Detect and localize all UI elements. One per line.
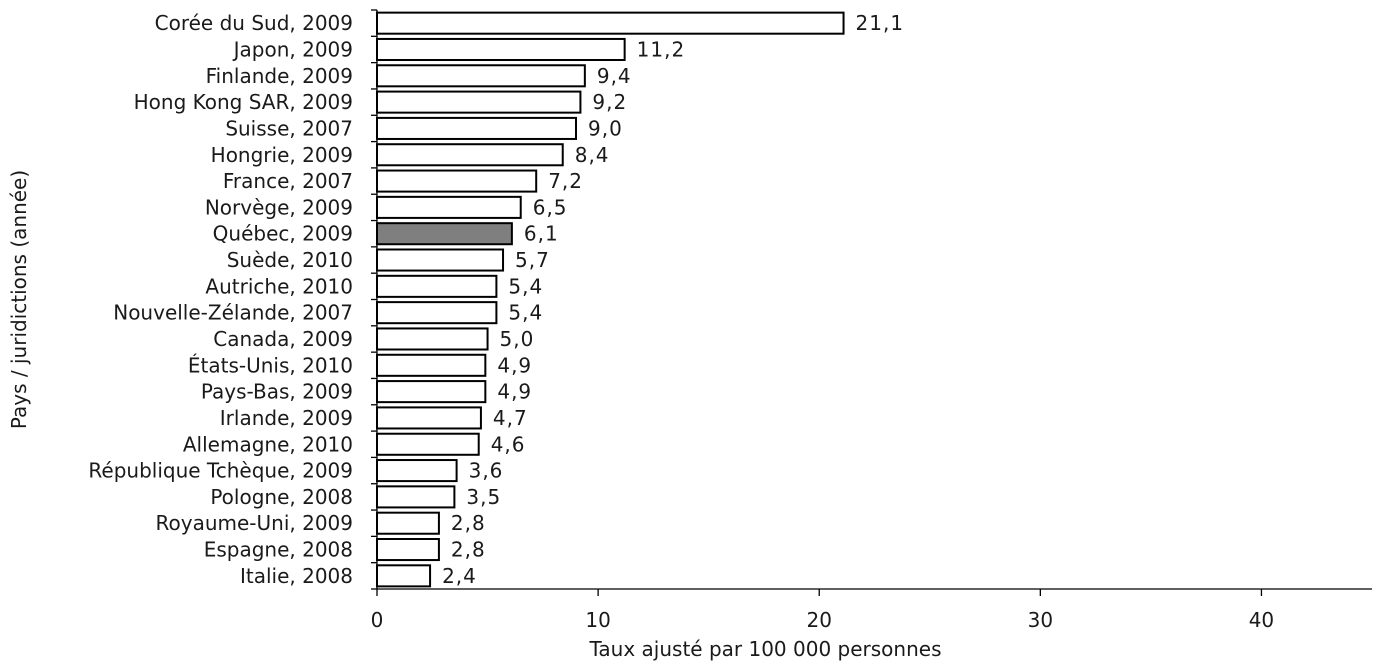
bar-value-label: 2,8: [451, 538, 486, 562]
x-tick-label: 30: [1028, 608, 1053, 632]
bar-value-label: 4,9: [497, 380, 532, 404]
bar: [376, 432, 480, 456]
category-label: Pays-Bas, 2009: [201, 380, 353, 404]
category-label: Pologne, 2008: [210, 485, 353, 509]
category-label: Allemagne, 2010: [183, 432, 353, 456]
bar: [376, 459, 458, 483]
category-label: France, 2007: [223, 169, 353, 193]
bar-value-label: 3,5: [466, 485, 501, 509]
bar-value-label: 2,8: [451, 511, 486, 535]
bar-value-label: 4,6: [491, 432, 526, 456]
category-label: Japon, 2009: [232, 37, 353, 61]
bar-value-label: 5,4: [508, 274, 543, 298]
bar: [376, 11, 845, 35]
category-label: Canada, 2009: [213, 327, 353, 351]
bar-value-label: 5,7: [515, 248, 550, 272]
category-label: Suisse, 2007: [225, 116, 353, 140]
bar: [376, 169, 538, 193]
bar-value-label: 9,4: [597, 64, 632, 88]
bar: [376, 301, 498, 325]
bar-value-label: 6,5: [533, 195, 568, 219]
category-label: Hongrie, 2009: [211, 143, 353, 167]
x-tick-label: 40: [1249, 608, 1274, 632]
category-label: Autriche, 2010: [205, 274, 353, 298]
bar: [376, 406, 482, 430]
bar-value-label: 21,1: [856, 11, 905, 35]
category-label: Québec, 2009: [213, 222, 353, 246]
bar-value-label: 4,9: [497, 353, 532, 377]
bar: [376, 353, 487, 377]
labels-layer: 21,1 Corée du Sud, 2009 11,2 Japon, 2009 9,4…: [88, 11, 905, 588]
bar: [376, 485, 456, 509]
y-axis-title: Pays / juridictions (année): [7, 170, 31, 429]
category-label: Espagne, 2008: [204, 538, 353, 562]
category-label: États-Unis, 2010: [188, 353, 353, 377]
bar-value-label: 3,6: [469, 459, 504, 483]
bar: [376, 90, 582, 114]
x-tick-label: 0: [371, 608, 384, 632]
bar: [376, 327, 489, 351]
bar: [376, 64, 586, 88]
x-axis-title: Taux ajusté par 100 000 personnes: [589, 637, 942, 661]
bar: [376, 248, 505, 272]
bar: [376, 537, 440, 562]
y-ticks-layer: [371, 9, 377, 590]
bar-value-label: 5,0: [500, 327, 535, 351]
bar-value-label: 8,4: [575, 143, 610, 167]
bar: [376, 195, 522, 219]
bar: [376, 37, 626, 62]
x-tick-label: 10: [585, 608, 610, 632]
bar: [376, 116, 577, 140]
category-label: République Tchèque, 2009: [88, 459, 353, 483]
category-label: Nouvelle-Zélande, 2007: [113, 301, 353, 325]
category-label: Hong Kong SAR, 2009: [134, 90, 353, 114]
x-ticks-layer: 0 10 20 30 40: [371, 589, 1274, 632]
bar: [376, 380, 487, 404]
bar: [376, 274, 498, 298]
category-label: Corée du Sud, 2009: [155, 11, 353, 35]
category-label: Royaume-Uni, 2009: [156, 511, 354, 535]
bar-value-label: 9,2: [592, 90, 627, 114]
category-label: Italie, 2008: [240, 564, 353, 588]
bar-value-label: 2,4: [442, 564, 477, 588]
bar-value-label: 7,2: [548, 169, 583, 193]
bar-value-label: 6,1: [524, 222, 559, 246]
bar: [376, 143, 564, 167]
category-label: Norvège, 2009: [205, 195, 353, 219]
bar: [376, 222, 513, 246]
bar-value-label: 11,2: [637, 37, 686, 61]
category-label: Finlande, 2009: [206, 64, 353, 88]
category-label: Irlande, 2009: [220, 406, 353, 430]
x-tick-label: 20: [806, 608, 831, 632]
category-label: Suède, 2010: [227, 248, 353, 272]
bar-value-label: 5,4: [508, 301, 543, 325]
bar-value-label: 4,7: [493, 406, 528, 430]
bar-value-label: 9,0: [588, 116, 623, 140]
bar: [376, 564, 432, 588]
bar: [376, 511, 440, 535]
